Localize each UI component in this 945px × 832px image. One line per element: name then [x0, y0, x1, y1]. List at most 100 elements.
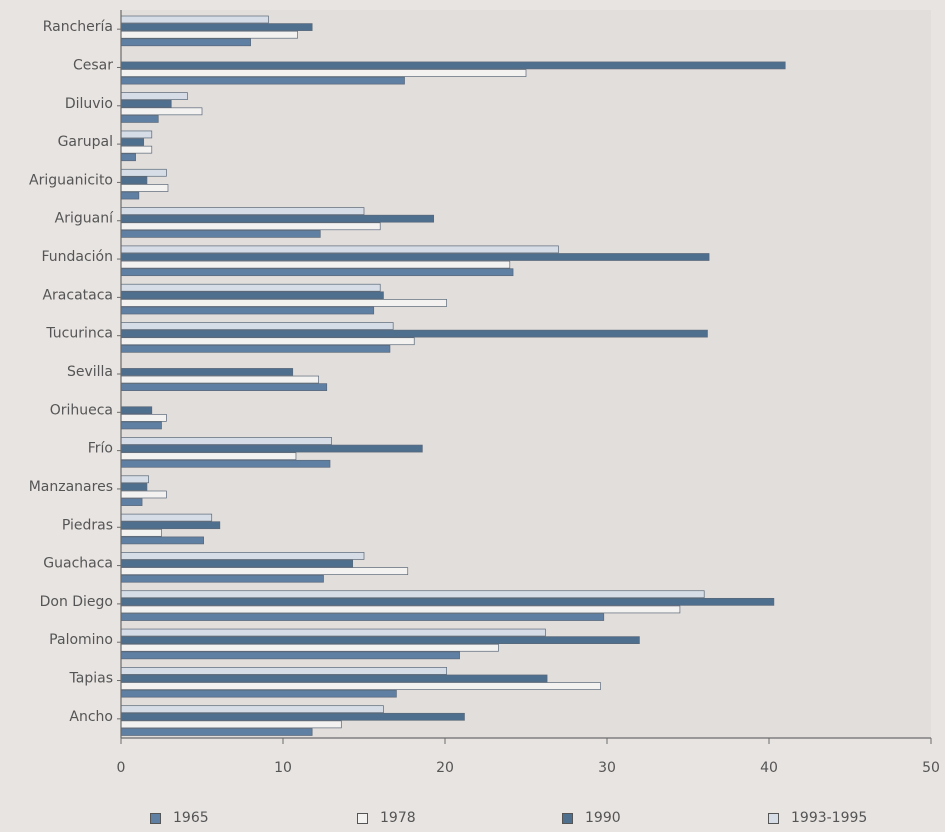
bar-ariguani-1965 [120, 230, 321, 238]
bar-ancho-1990 [120, 712, 465, 721]
bar-aracataca-1990 [120, 291, 384, 300]
legend-item-1978: 1978 [357, 810, 416, 826]
bar-chart-plot: Ranchería Cesar Diluvio Garupal Ariguanicito… [29, 10, 940, 776]
y-tick-label: Garupal [58, 134, 113, 150]
bar-rancheria-1965 [120, 38, 251, 47]
bar-ariguanicito-1990 [120, 176, 148, 185]
bar-fundacion-1965 [120, 268, 514, 277]
legend-label-1965: 1965 [173, 810, 209, 826]
bar-fundacion-1993-1995 [120, 245, 559, 254]
bar-fundacion-1978 [120, 260, 511, 269]
bar-ariguani-1993-1995 [120, 207, 365, 215]
bar-guachaca-1990 [120, 559, 354, 568]
bar-garupal-1965 [120, 153, 136, 162]
bar-orihueca-1978 [120, 414, 167, 422]
bar-aracataca-1965 [120, 306, 375, 315]
bar-piedras-1993-1995 [120, 513, 213, 522]
bar-ancho-1993-1995 [120, 705, 384, 714]
bar-rancheria-1978 [120, 30, 298, 39]
bar-piedras-1965 [120, 536, 204, 545]
y-tick-label: Ancho [69, 709, 113, 725]
y-tick-label: Tapias [69, 671, 113, 687]
y-tick-label: Fundación [41, 249, 113, 265]
y-tick-label: Manzanares [29, 479, 113, 495]
bar-garupal-1990 [120, 138, 145, 146]
bar-manzanares-1978 [120, 490, 167, 499]
bar-cesar-1990 [120, 61, 786, 70]
y-tick-label: Ranchería [43, 19, 113, 35]
legend-item-1993-1995: 1993-1995 [768, 810, 867, 826]
bar-fundacion-1990 [120, 253, 710, 261]
bar-tucurinca-1993-1995 [120, 322, 394, 330]
bar-ariguanicito-1993-1995 [120, 168, 167, 177]
x-tick-label: 40 [760, 760, 778, 776]
bar-diluvio-1965 [120, 115, 159, 123]
y-tick-label: Piedras [62, 517, 113, 533]
chart-legend: 1965 1978 1990 1993-1995 [0, 808, 945, 832]
bar-don-diego-1990 [120, 597, 775, 606]
legend-label-1993-1995: 1993-1995 [791, 810, 868, 826]
bar-frio-1990 [120, 444, 423, 453]
bar-ancho-1978 [120, 720, 342, 729]
legend-swatch-1978 [357, 812, 368, 824]
bar-guachaca-1993-1995 [120, 552, 365, 560]
bar-orihueca-1990 [120, 406, 153, 415]
x-tick-label: 10 [274, 760, 292, 776]
bar-diluvio-1990 [120, 99, 172, 108]
bar-ariguani-1978 [120, 222, 381, 231]
bar-tucurinca-1990 [120, 329, 708, 338]
bar-manzanares-1965 [120, 498, 143, 506]
bar-ariguani-1990 [120, 214, 435, 223]
x-tick-label: 50 [922, 760, 940, 776]
bar-frio-1965 [120, 459, 331, 468]
y-tick-label: Sevilla [67, 364, 113, 380]
y-tick-label: Palomino [49, 632, 113, 648]
y-tick-label: Tucurinca [45, 326, 113, 342]
bar-piedras-1990 [120, 521, 221, 530]
legend-item-1990: 1990 [562, 810, 621, 826]
y-tick-label: Guachaca [43, 556, 113, 572]
bar-palomino-1990 [120, 636, 640, 645]
y-tick-label: Ariguanicito [29, 172, 113, 188]
bar-diluvio-1978 [120, 107, 203, 116]
bar-orihueca-1965 [120, 421, 162, 430]
y-tick-label: Orihueca [50, 402, 113, 418]
x-tick-label: 0 [117, 760, 126, 776]
y-tick-label: Diluvio [65, 96, 113, 112]
bar-guachaca-1978 [120, 567, 409, 575]
bar-sevilla-1990 [120, 368, 294, 376]
x-tick-label: 30 [598, 760, 616, 776]
x-tick-label: 20 [436, 760, 454, 776]
bar-rancheria-1993-1995 [120, 15, 269, 24]
bar-cesar-1965 [120, 76, 405, 85]
y-tick-label: Frío [88, 441, 113, 457]
y-tick-label: Aracataca [42, 287, 113, 303]
bar-diluvio-1993-1995 [120, 92, 188, 100]
bar-sevilla-1978 [120, 375, 319, 384]
bar-palomino-1965 [120, 651, 460, 660]
legend-swatch-1965 [150, 812, 161, 824]
y-tick-label: Ariguaní [55, 211, 114, 227]
legend-item-1965: 1965 [150, 810, 209, 826]
legend-swatch-1990 [562, 812, 573, 824]
y-tick-label: Cesar [73, 57, 113, 73]
bar-aracataca-1978 [120, 299, 447, 307]
bar-aracataca-1993-1995 [120, 283, 381, 292]
bar-ariguanicito-1978 [120, 184, 169, 192]
bar-palomino-1978 [120, 643, 499, 652]
bar-tucurinca-1965 [120, 344, 391, 353]
bar-don-diego-1965 [120, 613, 605, 621]
bar-rancheria-1990 [120, 23, 313, 31]
bar-guachaca-1965 [120, 574, 324, 583]
bar-garupal-1993-1995 [120, 130, 153, 139]
bar-ancho-1965 [120, 728, 313, 736]
bar-cesar-1978 [120, 69, 527, 77]
bar-palomino-1993-1995 [120, 628, 546, 637]
legend-swatch-1993-1995 [768, 812, 779, 824]
legend-label-1978: 1978 [380, 810, 416, 826]
bar-tapias-1990 [120, 674, 548, 683]
bar-frio-1993-1995 [120, 437, 332, 445]
bar-tapias-1993-1995 [120, 667, 447, 675]
bar-tapias-1978 [120, 682, 601, 690]
